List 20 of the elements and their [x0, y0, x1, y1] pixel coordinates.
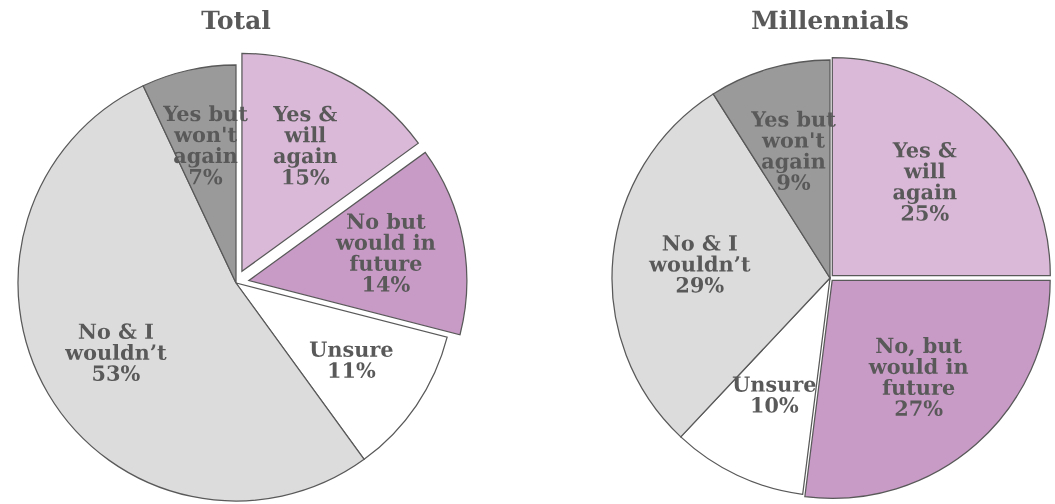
slice-label: No but would in future — [335, 212, 436, 271]
data-label: 15% — [283, 168, 330, 185]
data-label: 10% — [752, 397, 799, 413]
data-label: 11% — [329, 362, 376, 378]
slice-label: No & I wouldn’t — [648, 235, 751, 272]
data-label: 53% — [93, 365, 140, 382]
data-label: 25% — [901, 205, 949, 221]
slice-label: Unsure — [732, 376, 816, 392]
data-label: 14% — [364, 276, 410, 292]
slice-label: Yes & will again — [273, 105, 338, 168]
chart-title: Total — [201, 9, 271, 30]
slice-label: Yes & will again — [892, 141, 957, 204]
data-label: 9% — [777, 174, 811, 191]
chart-title: Millennials — [752, 9, 908, 30]
data-label: 7% — [190, 168, 223, 185]
data-label: 27% — [895, 400, 943, 417]
data-label: 29% — [676, 276, 724, 293]
slice-label: No, but would in future — [868, 337, 969, 396]
slice-label: No & I wouldn’t — [64, 323, 167, 361]
slice-label: Unsure — [309, 341, 393, 357]
